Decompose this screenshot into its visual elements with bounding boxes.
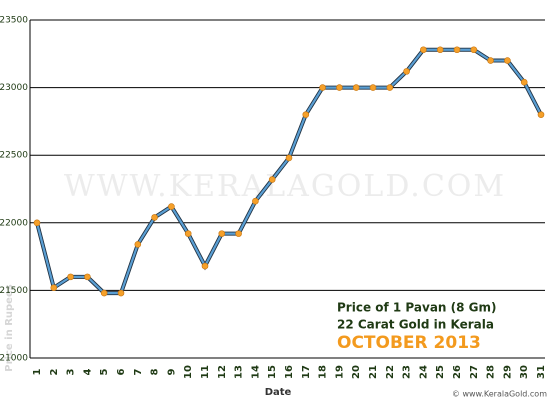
x-tick-label: 19 bbox=[334, 365, 345, 379]
x-axis-label: Date bbox=[265, 387, 292, 398]
marker bbox=[504, 57, 511, 64]
marker bbox=[184, 230, 192, 237]
y-axis-label: Price in Rupees bbox=[4, 284, 15, 371]
x-tick-label: 2 bbox=[49, 368, 60, 375]
x-tick-label: 13 bbox=[234, 365, 245, 379]
marker bbox=[453, 46, 461, 54]
marker bbox=[117, 289, 125, 297]
marker bbox=[151, 214, 158, 221]
annotation: 22 Carat Gold in Kerala bbox=[337, 318, 494, 332]
x-tick-label: 23 bbox=[402, 365, 413, 379]
marker bbox=[386, 84, 394, 91]
marker bbox=[67, 273, 74, 281]
x-tick-label: 26 bbox=[452, 365, 463, 379]
marker bbox=[235, 230, 242, 237]
marker bbox=[403, 68, 410, 75]
x-tick-label: 7 bbox=[133, 368, 144, 375]
x-tick-label: 5 bbox=[99, 368, 110, 375]
x-tick-label: 4 bbox=[82, 368, 93, 375]
annotation: OCTOBER 2013 bbox=[337, 333, 481, 353]
marker bbox=[50, 284, 58, 291]
marker bbox=[302, 111, 310, 118]
marker bbox=[33, 219, 41, 227]
marker bbox=[336, 84, 343, 91]
y-tick-label: 22000 bbox=[0, 218, 28, 228]
y-tick-label: 21000 bbox=[0, 354, 28, 364]
x-tick-label: 11 bbox=[200, 365, 211, 379]
x-tick-label: 8 bbox=[150, 368, 161, 375]
x-tick-label: 10 bbox=[183, 365, 194, 379]
marker bbox=[168, 203, 175, 210]
marker bbox=[319, 84, 326, 91]
x-tick-label: 17 bbox=[301, 365, 312, 379]
x-tick-label: 1 bbox=[32, 368, 43, 375]
y-tick-label: 21500 bbox=[0, 286, 28, 296]
marker bbox=[134, 241, 142, 248]
x-tick-label: 24 bbox=[418, 365, 429, 379]
marker bbox=[369, 84, 377, 91]
x-tick-label: 12 bbox=[217, 365, 228, 379]
x-tick-label: 16 bbox=[284, 365, 295, 379]
marker bbox=[470, 46, 478, 54]
x-tick-label: 6 bbox=[116, 368, 127, 375]
x-tick-label: 29 bbox=[502, 365, 513, 379]
x-tick-label: 15 bbox=[267, 365, 278, 379]
y-tick-label: 22500 bbox=[0, 151, 28, 161]
annotation: Price of 1 Pavan (8 Gm) bbox=[337, 301, 497, 315]
x-tick-label: 21 bbox=[368, 365, 379, 379]
x-tick-label: 18 bbox=[318, 365, 329, 379]
x-tick-label: 25 bbox=[435, 365, 446, 379]
watermark: WWW.KERALAGOLD.COM bbox=[64, 169, 506, 204]
marker bbox=[537, 111, 545, 118]
x-tick-label: 30 bbox=[519, 365, 530, 379]
marker bbox=[268, 176, 276, 183]
x-tick-label: 28 bbox=[486, 365, 497, 379]
x-tick-label: 9 bbox=[166, 368, 177, 375]
x-tick-label: 31 bbox=[536, 365, 547, 379]
x-tick-label: 3 bbox=[66, 368, 77, 375]
marker bbox=[218, 230, 226, 237]
y-tick-label: 23000 bbox=[0, 83, 28, 93]
x-tick-label: 22 bbox=[385, 365, 396, 379]
marker bbox=[100, 289, 108, 297]
marker bbox=[420, 46, 427, 54]
y-tick-label: 23500 bbox=[0, 16, 28, 26]
x-tick-label: 27 bbox=[469, 365, 480, 379]
credit: © www.KeralaGold.com bbox=[452, 390, 547, 399]
marker bbox=[487, 57, 494, 64]
marker bbox=[352, 84, 360, 91]
marker bbox=[252, 197, 259, 205]
x-tick-label: 14 bbox=[250, 365, 261, 379]
marker bbox=[201, 262, 209, 270]
marker bbox=[84, 273, 91, 281]
marker bbox=[436, 46, 444, 54]
marker bbox=[285, 154, 293, 162]
marker bbox=[520, 78, 528, 86]
x-tick-label: 20 bbox=[351, 365, 362, 379]
